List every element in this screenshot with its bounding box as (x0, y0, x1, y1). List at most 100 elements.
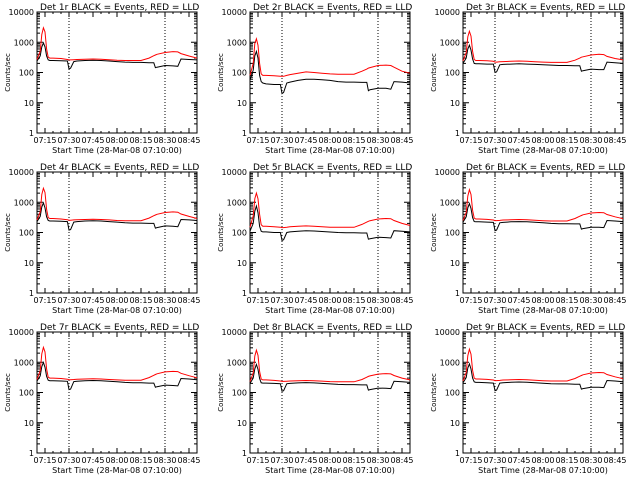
x-tick-label: 08:00 (105, 296, 128, 305)
y-tick-label: 100 (232, 389, 247, 398)
x-tick-label: 07:15 (246, 456, 269, 465)
x-tick-label: 07:45 (294, 136, 317, 145)
series-line-red (36, 186, 198, 222)
x-tick-label: 07:45 (81, 296, 104, 305)
series-line-red (462, 187, 624, 222)
x-tick-label: 08:30 (366, 136, 389, 145)
panel-title: Det 8r BLACK = Events, RED = LLD (253, 323, 412, 333)
x-tick-label: 07:45 (507, 456, 530, 465)
x-axis-label: Start Time (28-Mar-08 07:10:00) (478, 306, 608, 315)
y-tick-label: 1000 (440, 38, 460, 47)
x-tick-label: 07:30 (483, 136, 506, 145)
y-tick-label: 10000 (435, 168, 460, 177)
series-line-red (462, 347, 624, 382)
x-axis-label: Start Time (28-Mar-08 07:10:00) (52, 466, 182, 475)
x-tick-label: 08:45 (177, 296, 200, 305)
panel-title: Det 3r BLACK = Events, RED = LLD (466, 3, 625, 13)
plot-frame (462, 11, 624, 134)
panel-title: Det 2r BLACK = Events, RED = LLD (253, 3, 412, 13)
x-tick-label: 08:15 (342, 456, 365, 465)
x-tick-label: 07:45 (81, 136, 104, 145)
x-tick-label: 08:30 (153, 136, 176, 145)
y-axis-label: Counts/sec (217, 213, 225, 252)
x-tick-label: 08:45 (603, 296, 626, 305)
x-tick-label: 07:30 (270, 296, 293, 305)
y-tick-label: 10000 (222, 8, 247, 17)
y-tick-label: 10 (237, 99, 247, 108)
y-tick-label: 10000 (222, 168, 247, 177)
series-line-black (462, 202, 624, 232)
x-tick-label: 07:45 (507, 136, 530, 145)
x-tick-label: 08:30 (579, 296, 602, 305)
y-tick-label: 100 (19, 389, 34, 398)
y-tick-label: 10000 (435, 8, 460, 17)
series-line-black (36, 361, 198, 391)
x-tick-label: 08:45 (390, 456, 413, 465)
y-tick-label: 1 (455, 289, 460, 298)
x-tick-label: 08:30 (153, 456, 176, 465)
x-tick-label: 08:00 (318, 296, 341, 305)
y-tick-label: 100 (232, 229, 247, 238)
y-tick-label: 1000 (14, 358, 34, 367)
panel-title: Det 9r BLACK = Events, RED = LLD (466, 323, 625, 333)
plot-frame (249, 11, 411, 134)
y-tick-label: 100 (232, 69, 247, 78)
x-tick-label: 07:15 (459, 296, 482, 305)
x-tick-label: 08:45 (390, 136, 413, 145)
x-tick-label: 08:30 (153, 296, 176, 305)
y-tick-label: 1 (242, 449, 247, 458)
x-tick-label: 08:45 (603, 456, 626, 465)
series-line-red (249, 37, 411, 77)
y-axis-label: Counts/sec (217, 53, 225, 92)
x-tick-label: 07:45 (81, 456, 104, 465)
y-tick-label: 1000 (14, 38, 34, 47)
x-tick-label: 08:00 (105, 456, 128, 465)
x-tick-label: 08:15 (129, 456, 152, 465)
detector-panel-5: Det 5r BLACK = Events, RED = LLD 1 10 100 10… (217, 163, 414, 315)
y-tick-label: 1000 (227, 358, 247, 367)
x-tick-label: 08:30 (579, 136, 602, 145)
series-line-black (249, 204, 411, 242)
plot-frame (249, 331, 411, 454)
x-tick-label: 07:45 (294, 456, 317, 465)
x-tick-label: 08:00 (318, 136, 341, 145)
x-tick-label: 07:15 (459, 456, 482, 465)
y-tick-label: 10 (24, 99, 34, 108)
y-tick-label: 1000 (440, 358, 460, 367)
y-tick-label: 10000 (9, 328, 34, 337)
plot-frame (462, 331, 624, 454)
x-tick-label: 07:30 (57, 456, 80, 465)
series-line-black (462, 43, 624, 74)
series-line-black (249, 49, 411, 95)
series-line-red (249, 348, 411, 383)
x-tick-label: 07:45 (294, 296, 317, 305)
series-line-red (36, 345, 198, 381)
x-tick-label: 08:45 (603, 136, 626, 145)
x-axis-label: Start Time (28-Mar-08 07:10:00) (52, 146, 182, 155)
x-tick-label: 07:30 (483, 296, 506, 305)
y-tick-label: 1000 (14, 198, 34, 207)
series-line-red (249, 191, 411, 229)
x-axis-label: Start Time (28-Mar-08 07:10:00) (265, 306, 395, 315)
x-axis-label: Start Time (28-Mar-08 07:10:00) (52, 306, 182, 315)
detector-panel-6: Det 6r BLACK = Events, RED = LLD 1 10 100 10… (430, 163, 627, 315)
y-axis-label: Counts/sec (4, 373, 12, 412)
detector-panel-4: Det 4r BLACK = Events, RED = LLD 1 10 100 10… (4, 163, 201, 315)
y-tick-label: 10000 (435, 328, 460, 337)
y-axis-label: Counts/sec (4, 213, 12, 252)
x-tick-label: 07:15 (33, 296, 56, 305)
y-tick-label: 10 (450, 259, 460, 268)
y-tick-label: 1 (242, 129, 247, 138)
detector-panel-1: Det 1r BLACK = Events, RED = LLD 1 10 100 10… (4, 3, 201, 155)
x-tick-label: 08:00 (531, 136, 554, 145)
x-tick-label: 08:15 (129, 136, 152, 145)
x-tick-label: 08:30 (366, 296, 389, 305)
y-tick-label: 1 (29, 289, 34, 298)
y-axis-label: Counts/sec (217, 373, 225, 412)
panel-title: Det 4r BLACK = Events, RED = LLD (40, 163, 199, 173)
x-tick-label: 07:15 (33, 456, 56, 465)
y-tick-label: 10 (450, 419, 460, 428)
x-tick-label: 07:30 (483, 456, 506, 465)
y-tick-label: 10 (450, 99, 460, 108)
series-line-black (462, 362, 624, 392)
